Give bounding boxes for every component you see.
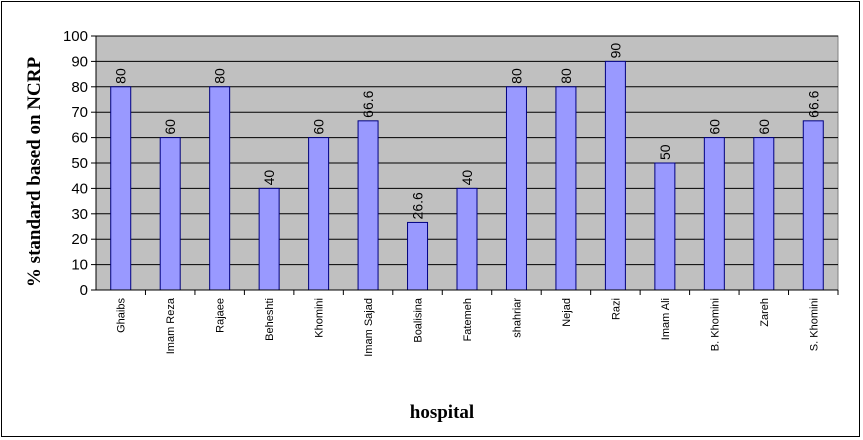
data-labels: 80 60 80 40 60 66.6 26.6 40 80 80 90 50 60 60 66.6 [113,43,822,220]
y-tick-label: 20 [71,231,88,248]
bar [209,86,231,291]
y-tick-label: 0 [80,282,88,299]
x-tick-label: Ghaibs [116,298,128,333]
x-tick-label: Nejad [561,298,573,327]
bar [555,86,577,291]
y-tick-label: 10 [71,257,88,274]
y-tick-label: 70 [71,104,88,121]
data-label: 60 [756,119,772,135]
y-tick-label: 80 [71,79,88,96]
data-label: 90 [607,43,623,59]
data-label: 40 [459,170,475,186]
y-tick-label: 100 [63,28,88,45]
bar [654,162,676,291]
bar [407,221,429,291]
data-label: 26.6 [410,192,426,219]
data-label: 40 [261,170,277,186]
bar [258,187,280,291]
y-tick-label: 60 [71,130,88,147]
bar [604,60,626,291]
y-tick-labels: 0 10 20 30 40 50 60 70 80 90 100 [63,28,96,299]
x-tick-label: S. Khomini [808,298,820,351]
x-tick-label: Fatemeh [462,298,474,341]
x-tick-label: Rajaee [215,298,227,333]
x-tick-label: Boalisina [413,297,425,343]
bar [703,137,725,291]
bar [159,137,181,291]
bar [308,137,330,291]
y-tick-label: 30 [71,206,88,223]
y-tick-label: 40 [71,180,88,197]
bar [505,86,527,291]
data-label: 80 [558,68,574,84]
data-label: 66.6 [360,90,376,117]
bar [357,120,379,291]
data-label: 80 [212,68,228,84]
data-label: 60 [162,119,178,135]
data-label: 80 [113,68,129,84]
x-tick-label: Khomini [314,298,326,338]
data-label: 80 [508,68,524,84]
data-label: 66.6 [805,90,821,117]
x-tick-label: B. Khomini [709,298,721,351]
bar [110,86,132,291]
x-tick-label: Imam Reza [165,297,177,354]
bar [802,120,824,291]
data-label: 60 [706,119,722,135]
x-tick-label: Imam Sajad [363,298,375,357]
data-label: 50 [657,144,673,160]
x-tick-label: Zareh [759,298,771,327]
bar [753,137,775,291]
bar [456,187,478,291]
y-tick-label: 50 [71,155,88,172]
x-tick-label: Imam Ali [660,298,672,340]
x-tick-label: Razi [610,298,622,320]
x-tick-labels: Ghaibs Imam Reza Rajaee Beheshti Khomini Imam… [116,290,839,357]
bars [110,60,824,291]
y-axis-title: % standard based on NCRP [24,57,45,288]
x-tick-label: Beheshti [264,298,276,341]
x-axis-title: hospital [410,402,474,423]
x-tick-label: shahriar [511,298,523,338]
data-label: 60 [311,119,327,135]
y-tick-label: 90 [71,53,88,70]
